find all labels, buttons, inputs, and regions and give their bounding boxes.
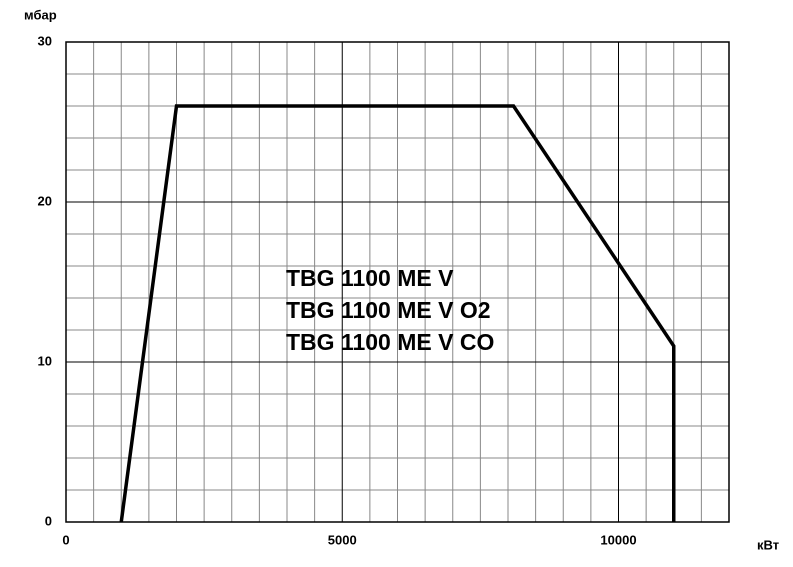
annotation: TBG 1100 ME V O2 [286, 297, 491, 323]
y-axis-label: мбар [24, 7, 57, 22]
y-tick-label: 30 [38, 33, 52, 48]
x-tick-label: 0 [62, 532, 69, 547]
x-tick-label: 10000 [600, 532, 636, 547]
annotation: TBG 1100 ME V [286, 265, 454, 291]
x-axis-label: кВт [757, 537, 779, 552]
y-tick-label: 0 [45, 513, 52, 528]
annotation: TBG 1100 ME V CO [286, 329, 494, 355]
y-tick-label: 20 [38, 193, 52, 208]
plot-frame [65, 41, 730, 523]
x-tick-label: 5000 [328, 532, 357, 547]
series-line [119, 104, 676, 523]
y-tick-label: 10 [38, 353, 52, 368]
